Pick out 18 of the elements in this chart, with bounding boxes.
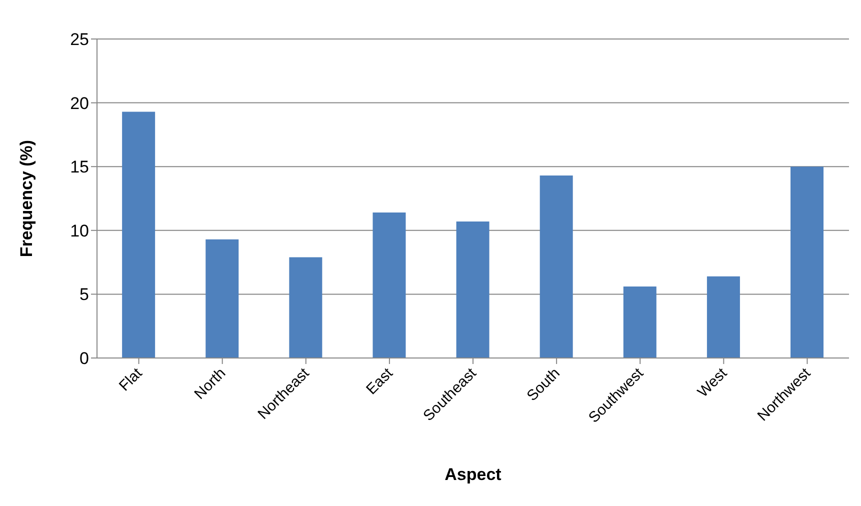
bar bbox=[623, 286, 656, 358]
y-axis-title: Frequency (%) bbox=[17, 140, 36, 258]
x-tick-label: Flat bbox=[116, 364, 146, 395]
bar bbox=[122, 112, 156, 358]
bar bbox=[540, 176, 573, 358]
bar bbox=[372, 212, 406, 358]
x-axis-title: Aspect bbox=[444, 465, 502, 484]
y-tick-label: 25 bbox=[70, 30, 89, 50]
y-tick-label: 15 bbox=[70, 158, 89, 177]
y-tick-label: 20 bbox=[70, 94, 89, 113]
bar bbox=[289, 257, 322, 358]
bar bbox=[206, 239, 239, 358]
y-tick-label: 0 bbox=[80, 349, 89, 368]
bar bbox=[706, 276, 740, 358]
y-tick-label: 5 bbox=[80, 285, 89, 304]
bar bbox=[790, 166, 824, 358]
y-tick-label: 10 bbox=[70, 221, 89, 240]
bar bbox=[456, 221, 490, 358]
